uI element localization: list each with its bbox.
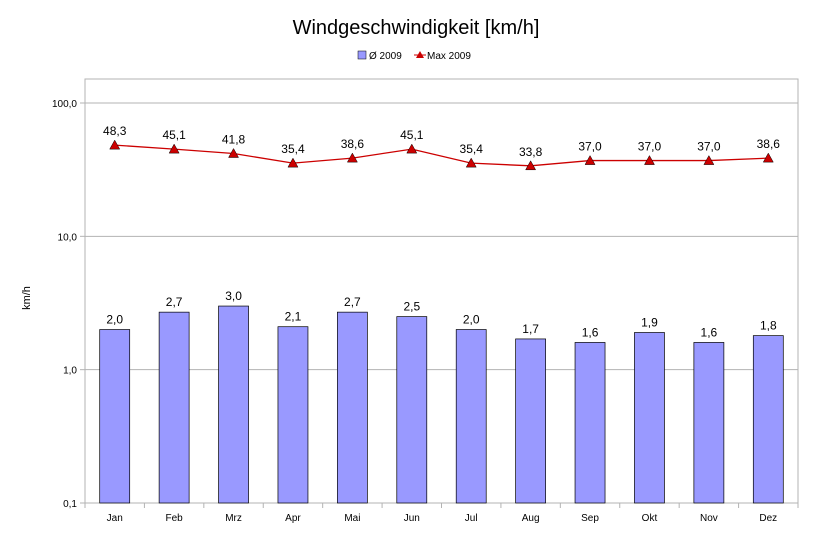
bar-value-label: 2,0 [106,313,123,327]
max-value-label: 37,0 [578,140,602,154]
bar-value-label: 1,8 [760,319,777,333]
max-value-label: 33,8 [519,145,543,159]
y-axis-ticks: 0,1 1,0 10,0 100,0 [52,99,85,510]
x-tick-label: Mai [344,513,360,524]
x-tick-label: Feb [166,513,184,524]
x-axis-ticks: Jan Feb Mrz Apr Mai Jun Jul Aug Sep Okt Nov Dez [84,503,799,524]
bar-avg-mai [337,311,368,504]
x-tick-label: Aug [522,513,540,524]
max-value-label: 45,1 [400,128,424,142]
max-marker-jun [406,143,418,154]
bar-avg-aug [515,338,546,504]
max-marker-feb [168,143,180,154]
x-tick-label: Dez [759,513,777,524]
x-tick-label: Okt [642,513,658,524]
max-value-label: 48,3 [103,124,127,138]
bar-value-label: 3,0 [225,289,242,303]
bar-value-label: 2,7 [166,295,183,309]
x-tick-label: Jan [107,513,123,524]
bar-avg-mrz [218,305,249,504]
max-marker-sep [584,155,596,165]
bar-avg-sep [574,342,606,504]
max-value-label: 35,4 [281,142,305,156]
bar-value-label: 1,7 [522,322,539,336]
y-tick-label: 1,0 [63,366,77,377]
y-tick-label: 10,0 [58,232,78,243]
x-tick-label: Mrz [225,513,242,524]
bar-avg-jun [396,316,428,504]
legend-bar-swatch [357,50,367,60]
bar-value-label: 2,1 [285,310,302,324]
plot-area [84,78,799,504]
bar-avg-nov [693,342,725,504]
max-value-label: 38,6 [341,137,365,151]
max-marker-dez [762,152,774,163]
bar-avg-jan [99,329,131,504]
x-tick-label: Apr [285,513,301,524]
max-marker-jul [465,157,477,168]
legend: Ø 2009 Max 2009 [357,50,471,62]
chart-title: Windgeschwindigkeit [km/h] [293,17,540,39]
max-marker-aug [525,160,537,171]
bar-value-label: 1,6 [701,325,718,339]
max-value-label: 37,0 [697,140,721,154]
bar-value-label: 1,9 [641,315,658,329]
legend-triangle-icon [416,51,424,58]
max-marker-jan [109,139,121,150]
x-tick-label: Jun [404,513,420,524]
x-tick-label: Nov [700,513,718,524]
y-tick-label: 0,1 [63,499,77,510]
x-tick-label: Jul [465,513,478,524]
max-marker-okt [644,155,655,165]
bar-value-label: 2,7 [344,295,361,309]
legend-label-avg: Ø 2009 [369,51,402,62]
bar-avg-jul [455,329,487,504]
bar-series: 2,0 2,7 3,0 2,1 2,7 2,5 2,0 1,7 1,6 1,9 1,6 1,8 [99,289,784,504]
max-line-series: 48,3 45,1 41,8 35,4 38,6 45,1 35,4 33,8 37,0 37,0… [103,124,781,171]
bar-value-label: 2,0 [463,313,480,327]
max-marker-apr [287,157,299,168]
gridlines [85,102,798,371]
max-value-label: 45,1 [162,128,186,142]
max-marker-nov [703,155,715,165]
max-marker-mai [346,152,358,163]
max-marker-mrz [228,147,239,158]
bar-avg-okt [634,332,665,504]
y-tick-label: 100,0 [52,99,77,110]
max-line [114,144,769,167]
max-value-label: 35,4 [460,142,484,156]
bar-avg-feb [158,311,190,504]
bar-avg-dez [752,335,784,504]
y-axis-title: km/h [21,286,33,310]
legend-label-max: Max 2009 [427,51,471,62]
bar-avg-apr [277,326,309,504]
x-tick-label: Sep [581,513,599,524]
max-value-label: 41,8 [222,133,246,147]
max-value-label: 38,6 [757,137,781,151]
max-value-label: 37,0 [638,140,662,154]
bar-value-label: 2,5 [403,300,420,314]
bar-value-label: 1,6 [582,325,599,339]
